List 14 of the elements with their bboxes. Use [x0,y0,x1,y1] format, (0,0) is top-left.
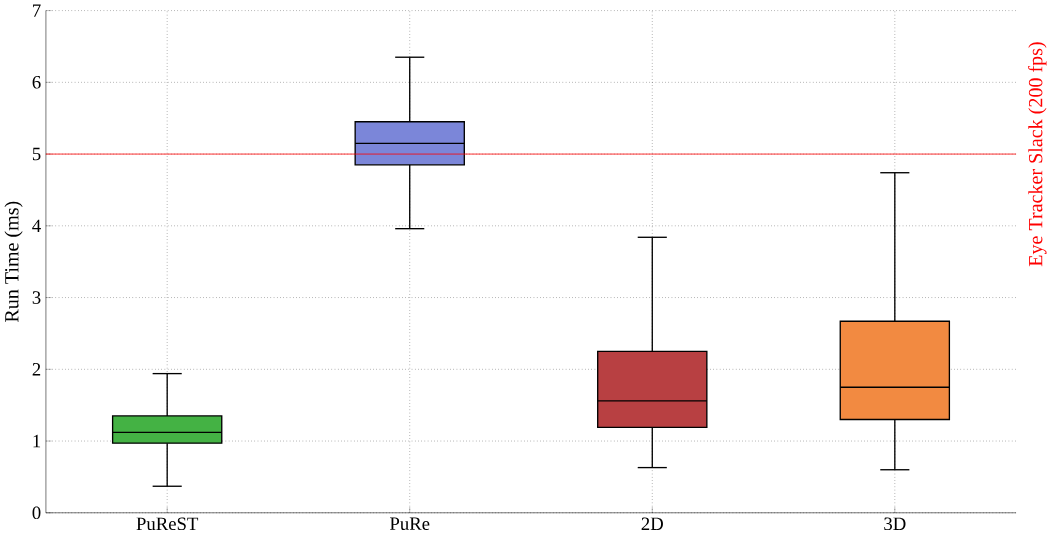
y-tick-label: 1 [33,435,41,448]
y-tick-label: 5 [32,148,41,161]
y-tick-label: 2 [32,363,41,376]
x-tick-label: PuReST [136,517,199,531]
y-tick-label: 4 [32,219,41,233]
x-tick-label: PuRe [389,517,430,531]
y-tick-label: 0 [32,506,41,520]
y-axis-title: Run Time (ms) [4,201,23,323]
x-tick-label: 3D [884,517,906,531]
x-tick-label: 2D [641,517,663,531]
ref-line-label: Eye Tracker Slack (200 fps) [1028,42,1047,267]
y-tick-label: 3 [32,291,41,305]
y-tick-label: 6 [32,76,41,89]
y-tick-label: 7 [33,4,41,17]
